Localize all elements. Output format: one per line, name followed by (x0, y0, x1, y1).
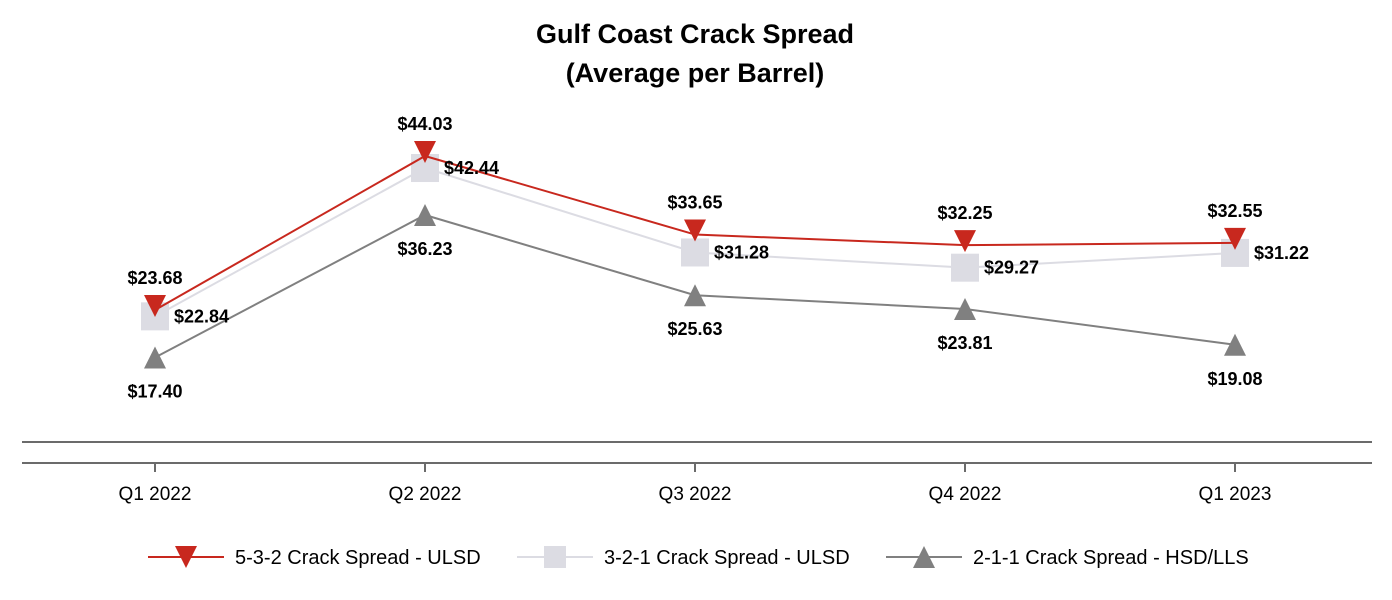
legend: 5-3-2 Crack Spread - ULSD 3-2-1 Crack Spr… (148, 546, 1249, 569)
series-211-marker (414, 204, 436, 227)
legend-swatch-marker (544, 546, 566, 568)
x-tick-label: Q1 2022 (119, 484, 192, 505)
series-211-value-label: $17.40 (127, 382, 182, 402)
series-211-marker (684, 284, 706, 307)
series-321-marker (681, 238, 709, 267)
series-211 (144, 204, 1246, 369)
legend-item-321: 3-2-1 Crack Spread - ULSD (517, 546, 850, 569)
x-tick-label: Q4 2022 (929, 484, 1002, 505)
series-211-value-label: $25.63 (667, 319, 722, 339)
legend-swatch-marker (913, 546, 935, 568)
series-532-value-label: $32.25 (937, 203, 992, 223)
series-532-marker (954, 230, 976, 253)
series-321-value-label: $31.22 (1254, 243, 1309, 263)
x-tick-label: Q1 2023 (1199, 484, 1272, 505)
legend-item-532: 5-3-2 Crack Spread - ULSD (148, 546, 481, 569)
legend-label: 2-1-1 Crack Spread - HSD/LLS (973, 547, 1249, 569)
series-layer (141, 140, 1249, 369)
series-321-value-label: $22.84 (174, 306, 229, 326)
series-211-value-label: $19.08 (1207, 369, 1262, 389)
series-211-value-label: $36.23 (397, 239, 452, 259)
series-211-marker (144, 346, 166, 369)
series-532-marker (144, 294, 166, 317)
series-532-value-label: $33.65 (667, 193, 722, 213)
series-211-marker (954, 298, 976, 321)
series-321-value-label: $29.27 (984, 258, 1039, 278)
x-tick-label: Q2 2022 (389, 484, 462, 505)
data-labels: $23.68 $44.03 $33.65 $32.25 $32.55 $22.84 $42.… (127, 114, 1309, 402)
chart-title: Gulf Coast Crack Spread (536, 19, 854, 49)
x-tick-label: Q3 2022 (659, 484, 732, 505)
legend-label: 5-3-2 Crack Spread - ULSD (235, 547, 481, 569)
series-211-value-label: $23.81 (937, 333, 992, 353)
series-532-value-label: $23.68 (127, 268, 182, 288)
legend-item-211: 2-1-1 Crack Spread - HSD/LLS (886, 546, 1249, 569)
series-321-value-label: $31.28 (714, 242, 769, 262)
series-532-value-label: $44.03 (397, 114, 452, 134)
series-321-marker (951, 253, 979, 282)
chart-subtitle: (Average per Barrel) (566, 58, 825, 88)
series-211-marker (1224, 333, 1246, 356)
series-532-marker (1224, 227, 1246, 250)
series-321-value-label: $42.44 (444, 158, 499, 178)
legend-swatch-marker (175, 546, 197, 568)
series-532-marker (684, 219, 706, 242)
series-532-value-label: $32.55 (1207, 201, 1262, 221)
series-532 (144, 140, 1246, 317)
x-axis: Q1 2022 Q2 2022 Q3 2022 Q4 2022 Q1 2023 (119, 463, 1272, 505)
legend-label: 3-2-1 Crack Spread - ULSD (604, 547, 850, 569)
series-532-marker (414, 140, 436, 163)
